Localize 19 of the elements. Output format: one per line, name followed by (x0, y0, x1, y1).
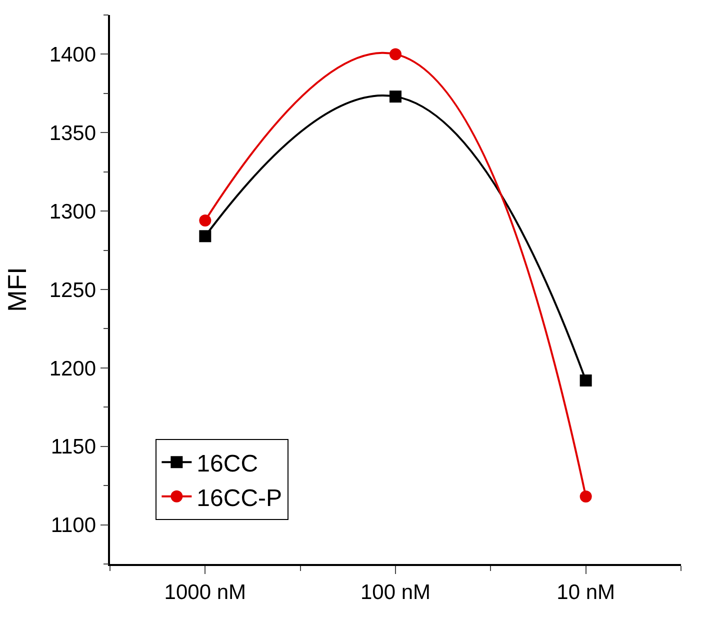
y-tick-label: 1200 (49, 357, 96, 380)
legend-label: 16CC (196, 450, 258, 478)
y-tick-label: 1150 (50, 436, 96, 459)
x-tick-label: 10 nM (556, 580, 616, 604)
point (390, 48, 402, 60)
legend-label: 16CC-P (196, 484, 282, 512)
point (390, 90, 402, 103)
x-tick-label: 1000 nM (164, 580, 246, 604)
y-axis-title: MFI (2, 267, 32, 312)
y-tick-label: 1400 (49, 44, 96, 67)
x-tick-label: 100 nM (360, 580, 431, 604)
y-tick-label: 1100 (50, 514, 96, 538)
point (580, 374, 592, 386)
y-tick-label: 1300 (49, 200, 96, 224)
y-tick-label: 1250 (49, 278, 96, 302)
point (580, 490, 592, 503)
point (199, 230, 212, 242)
point (199, 214, 212, 226)
y-tick-label: 1350 (49, 122, 96, 145)
